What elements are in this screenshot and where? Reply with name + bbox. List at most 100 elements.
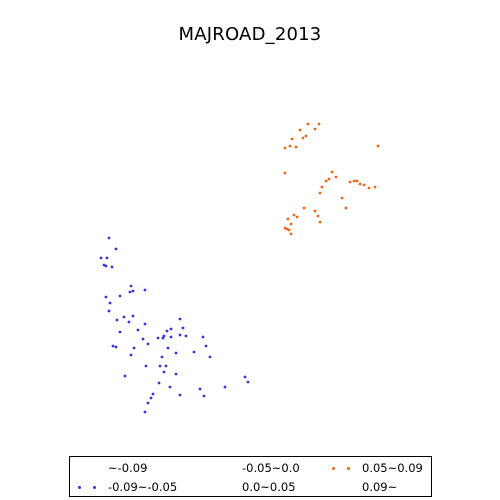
map-point — [129, 353, 133, 357]
map-point — [306, 122, 310, 126]
map-point — [127, 320, 131, 324]
map-point — [304, 134, 308, 138]
map-point — [316, 214, 320, 218]
legend-label: 0.09~ — [362, 480, 398, 494]
map-point — [122, 315, 126, 319]
map-point — [162, 370, 166, 374]
map-point — [174, 372, 178, 376]
map-point — [373, 185, 377, 189]
map-point — [157, 381, 161, 385]
map-point — [318, 191, 322, 195]
map-point — [131, 314, 135, 318]
map-point — [164, 364, 168, 368]
map-point — [184, 334, 188, 338]
map-point — [362, 183, 366, 187]
map-point — [318, 220, 322, 224]
map-point — [317, 122, 321, 126]
legend: ~-0.09 -0.05~0.0 0.05~0.09 -0.09~-0.05 0… — [69, 456, 432, 497]
map-point — [352, 179, 356, 183]
map-point — [136, 328, 140, 332]
map-point — [340, 196, 344, 200]
map-point — [160, 355, 164, 359]
map-point — [287, 228, 291, 232]
legend-label: -0.09~-0.05 — [108, 480, 178, 494]
map-point — [320, 185, 324, 189]
map-point — [128, 290, 132, 294]
map-point — [107, 309, 111, 313]
legend-item-4: -0.09~-0.05 — [78, 479, 177, 495]
map-point — [313, 127, 317, 131]
map-point — [104, 264, 108, 268]
map-point — [289, 232, 293, 236]
map-point — [110, 265, 114, 269]
map-point — [104, 295, 108, 299]
map-point — [144, 364, 148, 368]
legend-marker-empty-icon — [332, 484, 350, 490]
map-point — [146, 401, 150, 405]
legend-marker-orange-dot-icon — [332, 465, 350, 471]
map-point — [198, 387, 202, 391]
legend-marker-empty-icon — [78, 465, 96, 471]
map-point — [143, 322, 147, 326]
map-point — [178, 393, 182, 397]
map-point — [181, 326, 185, 330]
map-point — [192, 350, 196, 354]
map-point — [223, 385, 227, 389]
map-point — [201, 335, 205, 339]
map-point — [302, 206, 306, 210]
map-point — [344, 206, 348, 210]
series-orange-points — [283, 122, 380, 236]
map-point — [288, 144, 292, 148]
map-point — [115, 318, 119, 322]
legend-item-6: 0.09~ — [332, 479, 397, 495]
map-point — [208, 355, 212, 359]
map-point — [313, 209, 317, 213]
map-point — [118, 294, 122, 298]
map-point — [99, 256, 103, 260]
map-point — [292, 213, 296, 217]
legend-label: ~-0.09 — [108, 461, 148, 475]
map-point — [118, 330, 122, 334]
map-plot-area — [99, 122, 380, 414]
series-blue-points — [99, 236, 250, 414]
legend-marker-blue-dot-icon — [78, 484, 96, 490]
map-title: MAJROAD_2013 — [178, 24, 322, 45]
map-point — [146, 342, 150, 346]
map-point — [169, 327, 173, 331]
map-point — [376, 144, 380, 148]
legend-label: 0.05~0.09 — [362, 461, 423, 475]
map-point — [298, 128, 302, 132]
map-point — [289, 222, 293, 226]
map-point — [330, 170, 334, 174]
legend-marker-empty-icon — [212, 484, 230, 490]
legend-marker-empty-icon — [212, 465, 230, 471]
map-point — [202, 394, 206, 398]
legend-item-2: -0.05~0.0 — [212, 460, 300, 476]
map-point — [246, 380, 250, 384]
map-point — [283, 171, 287, 175]
map-point — [107, 236, 111, 240]
map-point — [111, 344, 115, 348]
map-point — [165, 329, 169, 333]
map-point — [355, 179, 359, 183]
map-point — [327, 177, 331, 181]
map-point — [168, 385, 172, 389]
map-point — [174, 351, 178, 355]
map-point — [114, 247, 118, 251]
map-point — [131, 289, 135, 293]
legend-label: 0.0~0.05 — [242, 480, 296, 494]
legend-item-5: 0.0~0.05 — [212, 479, 296, 495]
map-point — [143, 410, 147, 414]
map-point — [161, 336, 165, 340]
map-point — [166, 346, 170, 350]
map-point — [324, 179, 328, 183]
map-point — [283, 146, 287, 150]
map-point — [156, 336, 160, 340]
legend-item-3: 0.05~0.09 — [332, 460, 423, 476]
map-point — [301, 136, 305, 140]
map-point — [295, 215, 299, 219]
map-point — [358, 182, 362, 186]
map-point — [294, 145, 298, 149]
legend-label: -0.05~0.0 — [242, 461, 300, 475]
map-point — [169, 335, 173, 339]
